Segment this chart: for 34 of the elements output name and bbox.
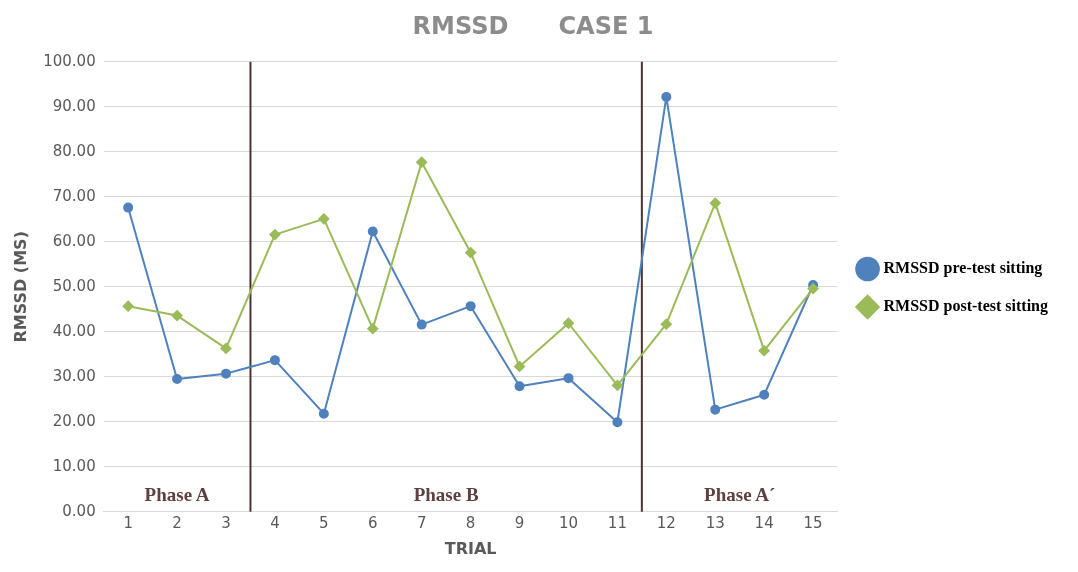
annotation: Phase B bbox=[413, 484, 479, 506]
y-tick-label: 30.00 bbox=[52, 366, 96, 385]
y-tick-label: 40.00 bbox=[52, 321, 96, 340]
annotation: Phase A´ bbox=[704, 484, 776, 506]
x-tick-label: 7 bbox=[416, 513, 427, 532]
annotation: Phase A bbox=[144, 484, 210, 506]
y-tick-label: 0.00 bbox=[62, 501, 96, 520]
x-tick-label: 6 bbox=[368, 513, 378, 532]
y-tick-label: 50.00 bbox=[52, 276, 96, 295]
y-tick-label: 100.00 bbox=[43, 51, 96, 70]
y-tick-label: 80.00 bbox=[52, 141, 96, 160]
y-tick-label: 10.00 bbox=[52, 456, 96, 475]
x-tick-label: 15 bbox=[803, 513, 823, 532]
y-tick-label: 20.00 bbox=[52, 411, 96, 430]
x-tick-label: 2 bbox=[172, 513, 182, 532]
x-tick-label: 3 bbox=[221, 513, 231, 532]
x-tick-label: 10 bbox=[558, 513, 579, 532]
y-tick-label: 90.00 bbox=[52, 96, 96, 115]
x-tick-label: 12 bbox=[656, 513, 676, 532]
x-tick-label: 1 bbox=[123, 513, 133, 532]
legend-label: RMSSD pre-test sitting bbox=[883, 259, 1043, 278]
x-tick-label: 14 bbox=[754, 513, 774, 532]
x-tick-label: 8 bbox=[465, 513, 476, 532]
x-axis-title: TRIAL bbox=[444, 538, 497, 558]
chart-title: RMSSD CASE 1 bbox=[412, 11, 654, 40]
x-tick-label: 4 bbox=[270, 513, 280, 532]
y-tick-label: 60.00 bbox=[52, 231, 96, 250]
x-tick-label: 11 bbox=[607, 513, 627, 532]
x-tick-label: 5 bbox=[319, 513, 329, 532]
legend-label: RMSSD post-test sitting bbox=[883, 297, 1049, 316]
x-tick-label: 9 bbox=[514, 513, 525, 532]
y-axis-title: RMSSD (MS) bbox=[10, 231, 30, 343]
x-tick-label: 13 bbox=[705, 513, 725, 532]
y-tick-label: 70.00 bbox=[52, 186, 96, 205]
